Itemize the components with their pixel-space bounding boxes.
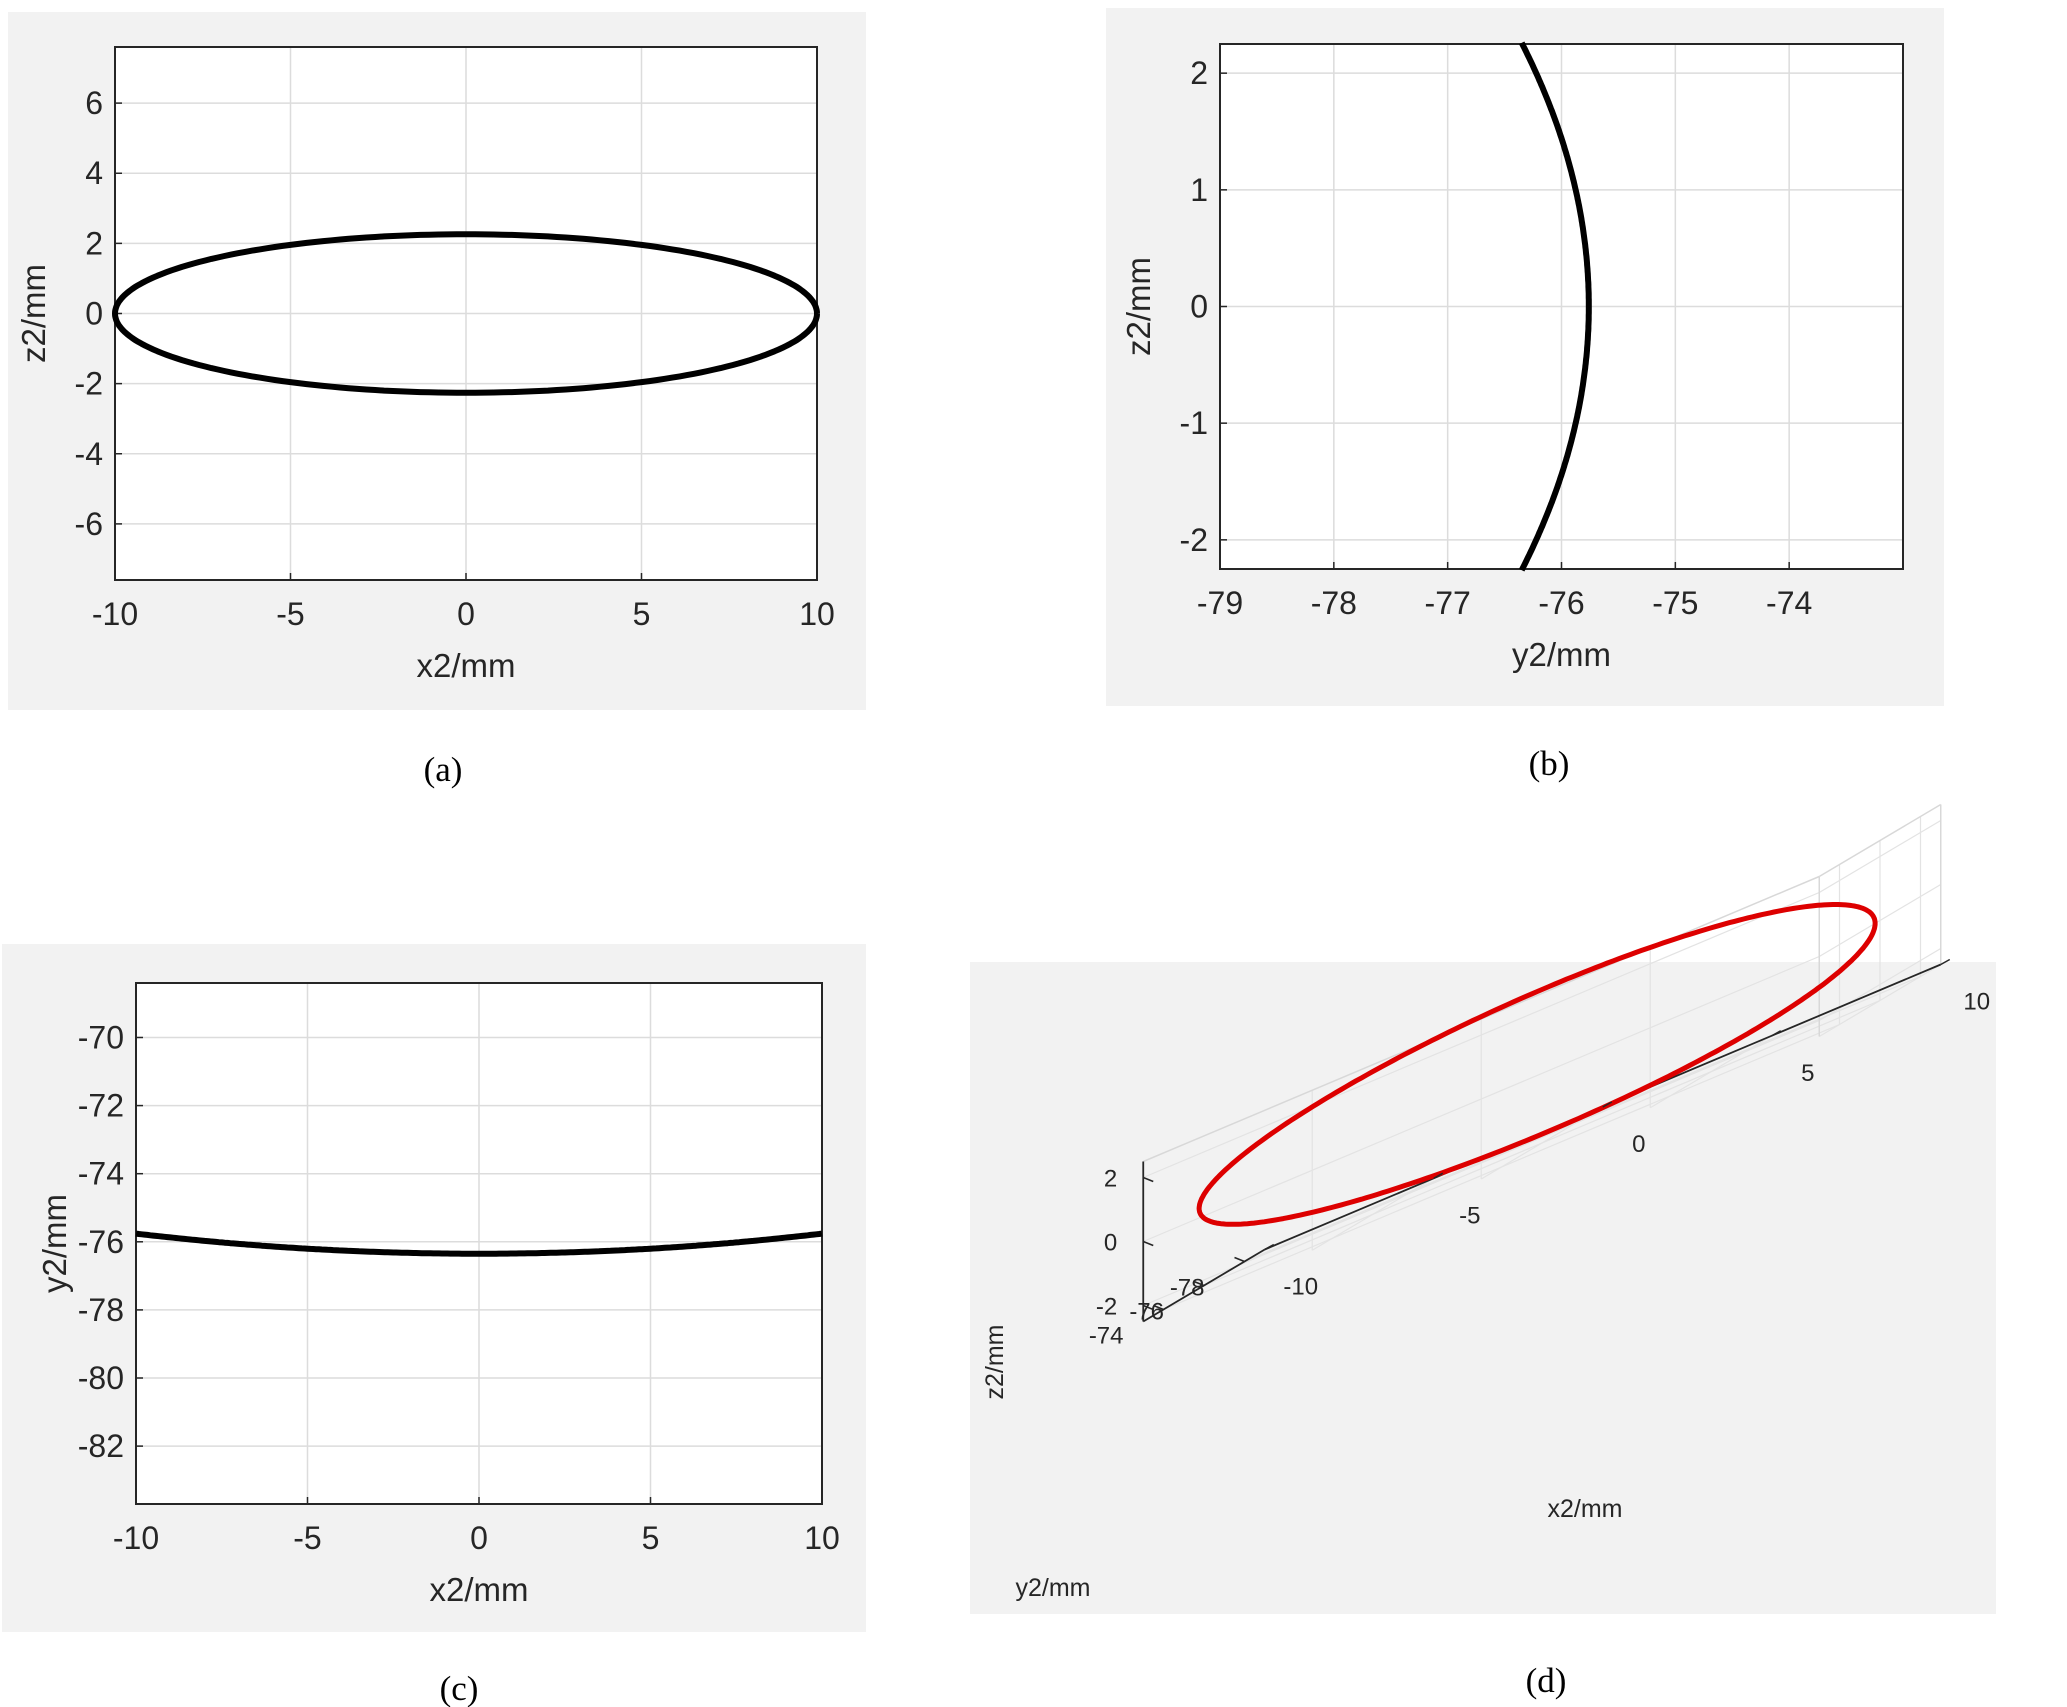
x-tick-label: -10 bbox=[1283, 1274, 1318, 1301]
y-tick-label: -2 bbox=[75, 366, 103, 402]
y-tick-mark bbox=[1193, 1280, 1205, 1287]
panel-b: -79 -78 -77 -76 -75 -74 -2 -1 0 1 2 y2/mm z2/mm bbox=[1120, 41, 1904, 673]
series-line-d bbox=[1196, 902, 1878, 1227]
axes-frame-b bbox=[1219, 43, 1904, 570]
y-tick-label: -4 bbox=[75, 436, 103, 472]
x-tick-label: -77 bbox=[1425, 585, 1471, 621]
x-tick-label: -76 bbox=[1538, 585, 1584, 621]
y-tick-mark bbox=[1234, 1256, 1245, 1263]
x-tick-label: 0 bbox=[470, 1520, 488, 1556]
z-tick-mark bbox=[1142, 1304, 1154, 1311]
panel-d-background bbox=[970, 962, 1996, 1614]
caption-d: (d) bbox=[1526, 1661, 1567, 1700]
y-tick-label: -82 bbox=[78, 1428, 124, 1464]
y-tick-label: -70 bbox=[78, 1019, 124, 1055]
x-tick-label: -5 bbox=[293, 1520, 321, 1556]
x-axis-label: x2/mm bbox=[417, 647, 516, 684]
y-tick-label: -1 bbox=[1180, 405, 1208, 441]
z-tick-mark bbox=[1142, 1240, 1154, 1247]
series-line-b bbox=[1519, 41, 1592, 572]
y-tick-label: 1 bbox=[1190, 172, 1208, 208]
series-line-c bbox=[135, 1230, 823, 1257]
y-tick-label: 4 bbox=[85, 155, 103, 191]
y-axis-label: z2/mm bbox=[15, 264, 52, 363]
y-tick-label: -2 bbox=[1180, 522, 1208, 558]
x-tick-label: 10 bbox=[1963, 989, 1990, 1016]
x-axis-label: x2/mm bbox=[1548, 1495, 1623, 1523]
z-axis-label: z2/mm bbox=[981, 1325, 1009, 1400]
caption-a: (a) bbox=[424, 750, 463, 789]
x-tick-mark bbox=[1433, 1172, 1444, 1179]
y-tick-label: -6 bbox=[75, 506, 103, 542]
floor-gridline bbox=[1203, 999, 1881, 1287]
y-axis-label: y2/mm bbox=[1016, 1574, 1091, 1602]
x-tick-label: 0 bbox=[1632, 1131, 1645, 1158]
x-tick-label: -10 bbox=[113, 1520, 159, 1556]
x-tick-label: 5 bbox=[633, 596, 651, 632]
y-tick-label: 0 bbox=[85, 296, 103, 332]
y-tick-label: 2 bbox=[1190, 55, 1208, 91]
y-tick-label: -76 bbox=[1129, 1299, 1164, 1326]
x-tick-label: -74 bbox=[1766, 585, 1812, 621]
y-tick-label: -74 bbox=[78, 1156, 124, 1192]
x-tick-label: 5 bbox=[642, 1520, 660, 1556]
y-tick-label: -80 bbox=[78, 1360, 124, 1396]
y-tick-label: 0 bbox=[1190, 289, 1208, 325]
z-tick-label: 2 bbox=[1104, 1166, 1117, 1193]
z-tick-label: 0 bbox=[1104, 1230, 1117, 1257]
x-tick-mark bbox=[1940, 958, 1951, 966]
x-tick-mark bbox=[1602, 1101, 1613, 1108]
x-tick-label: -78 bbox=[1311, 585, 1357, 621]
y-tick-label: -78 bbox=[1170, 1275, 1205, 1302]
y-axis-label: z2/mm bbox=[1120, 257, 1157, 356]
y-axis-label: y2/mm bbox=[36, 1194, 73, 1293]
back-wall-gridline bbox=[1143, 955, 1820, 1243]
x-tick-mark bbox=[1771, 1030, 1782, 1037]
x-tick-label: -79 bbox=[1197, 585, 1243, 621]
x-tick-label: -5 bbox=[276, 596, 304, 632]
y-tick-label: -72 bbox=[78, 1088, 124, 1124]
panel-c: -10 -5 0 5 10 -82 -80 -78 -76 -74 -72 -70 x2/mm y2/mm bbox=[36, 982, 840, 1608]
x-tick-label: -5 bbox=[1459, 1202, 1480, 1229]
box-edge bbox=[1818, 803, 1942, 878]
y-tick-label: 6 bbox=[85, 85, 103, 121]
y-tick-label: -76 bbox=[78, 1224, 124, 1260]
x-tick-label: 10 bbox=[799, 596, 835, 632]
x-axis-label: x2/mm bbox=[430, 1571, 529, 1608]
y-tick-label: 2 bbox=[85, 225, 103, 261]
caption-b: (b) bbox=[1529, 744, 1570, 783]
z-tick-mark bbox=[1142, 1176, 1154, 1183]
y-tick-label: -78 bbox=[78, 1292, 124, 1328]
x-tick-label: -10 bbox=[92, 596, 138, 632]
back-wall-gridline bbox=[1143, 891, 1820, 1179]
x-tick-label: -75 bbox=[1652, 585, 1698, 621]
series-line-a bbox=[112, 231, 820, 396]
y-tick-mark bbox=[1153, 1304, 1164, 1311]
y-tick-label: -74 bbox=[1089, 1323, 1124, 1350]
x-tick-label: 10 bbox=[804, 1520, 840, 1556]
x-axis-label: y2/mm bbox=[1512, 636, 1611, 673]
back-wall-gridline bbox=[1143, 1019, 1820, 1307]
x-tick-label: 5 bbox=[1801, 1060, 1814, 1087]
panel-a: -10 -5 0 5 10 -6 -4 -2 0 2 4 6 x2/mm z2/mm bbox=[15, 46, 835, 684]
axes-frame-c bbox=[135, 982, 823, 1505]
caption-c: (c) bbox=[440, 1669, 479, 1707]
x-tick-label: 0 bbox=[457, 596, 475, 632]
panel-d: -10 -5 0 5 10 -78-76-74-2 0 2 x2/mm y2/mm z2/mm bbox=[981, 803, 1990, 1602]
z-tick-label: -2 bbox=[1096, 1294, 1117, 1321]
x-tick-mark bbox=[1264, 1243, 1275, 1251]
floor-gridline bbox=[1163, 1023, 1840, 1311]
